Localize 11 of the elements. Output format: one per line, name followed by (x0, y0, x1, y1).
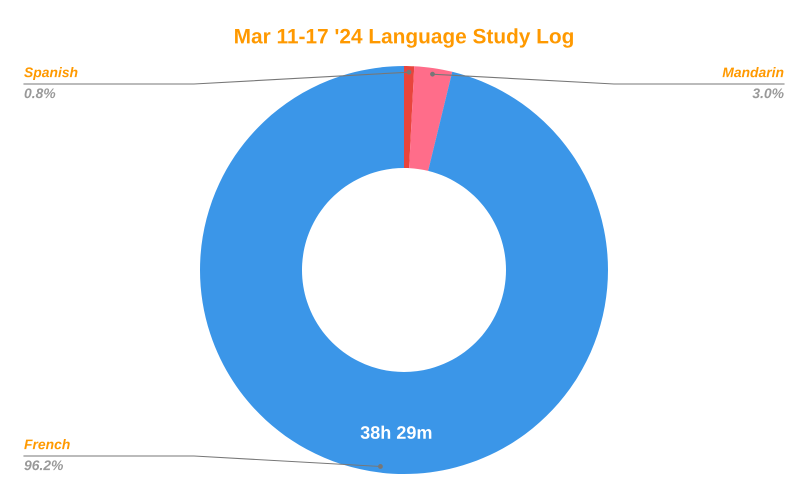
data-label: 3.0% (752, 88, 784, 98)
data-label: 96.2% (24, 460, 63, 470)
slice-label: Mandarin (722, 67, 784, 78)
slice-label: Spanish (24, 67, 78, 80)
text: 38h 29m (360, 426, 432, 439)
donut-slice (404, 66, 414, 168)
data-label: 0.8% (24, 88, 56, 98)
donut-slice (200, 66, 608, 474)
donut-slice (409, 66, 452, 171)
slice-label: French (24, 439, 70, 450)
chart-title: Mar 11-17 '24 Language Study Log (235, 28, 573, 48)
